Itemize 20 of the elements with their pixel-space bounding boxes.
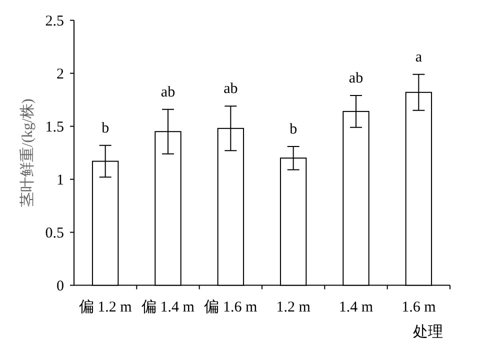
y-tick-label: 0 xyxy=(56,278,64,294)
annotation: a xyxy=(415,49,422,66)
annotation: ab xyxy=(348,70,364,87)
x-tick-label: 偏 1.2 m xyxy=(78,298,132,316)
y-tick-label: 1.5 xyxy=(45,119,64,136)
x-tick-label: 偏 1.6 m xyxy=(204,298,258,316)
x-tick-label: 1.2 m xyxy=(276,299,311,316)
annotation: b xyxy=(102,120,110,136)
x-tick-label: 1.4 m xyxy=(338,299,374,316)
x-axis-title: 处理 xyxy=(413,323,443,340)
x-tick-label: 1.6 m xyxy=(402,299,436,316)
x-tick-label: 偏 1.4 m xyxy=(142,298,195,316)
y-tick-label: 2.5 xyxy=(45,13,64,30)
annotation: ab xyxy=(160,84,176,100)
y-tick-label: 1 xyxy=(56,172,64,188)
y-tick-label: 2 xyxy=(56,66,64,82)
annotation: b xyxy=(290,121,298,138)
annotation: ab xyxy=(224,81,238,98)
y-tick-label: 0.5 xyxy=(45,225,64,242)
y-axis-title: 茎叶鲜重/(kg/株) xyxy=(19,98,36,207)
